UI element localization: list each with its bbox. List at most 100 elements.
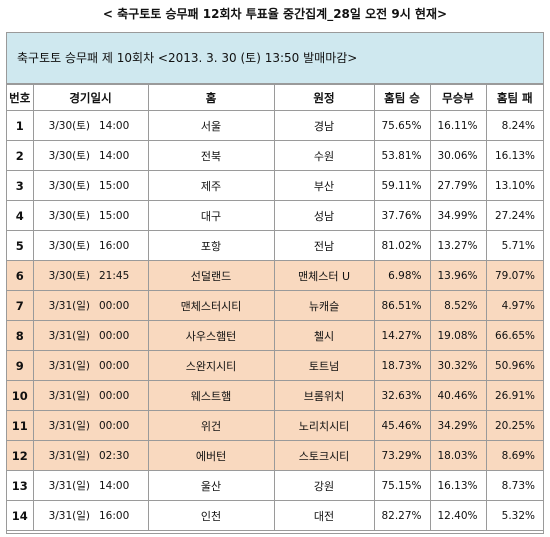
home-win-rate: 37.76% bbox=[373, 200, 431, 231]
home-team: 사우스햄턴 bbox=[147, 320, 275, 351]
home-win-rate: 32.63% bbox=[373, 380, 431, 411]
table-row: 8 3/31(일) 00:00 사우스햄턴 첼시 14.27% 19.08% 66.65% bbox=[7, 320, 544, 351]
table-row: 3 3/30(토) 15:00 제주 부산 59.11% 27.79% 13.10% bbox=[7, 170, 544, 201]
header-home-win: 홈팀 승 bbox=[373, 84, 431, 111]
round-subtitle: 축구토토 승무패 제 10회차 <2013. 3. 30 (토) 13:50 발… bbox=[7, 33, 543, 84]
page-title: < 축구토토 승무패 12회차 투표율 중간집계_28일 오전 9시 현재> bbox=[102, 7, 448, 21]
table-row: 2 3/30(토) 14:00 전북 수원 53.81% 30.06% 16.13% bbox=[7, 140, 544, 171]
match-time: 00:00 bbox=[93, 320, 149, 351]
match-date: 3/30(토) bbox=[32, 230, 93, 261]
home-loss-rate: 66.65% bbox=[485, 320, 544, 351]
match-date: 3/31(일) bbox=[32, 380, 93, 411]
home-loss-rate: 26.91% bbox=[485, 380, 544, 411]
home-loss-rate: 4.97% bbox=[485, 290, 544, 321]
home-win-rate: 73.29% bbox=[373, 440, 431, 471]
home-loss-rate: 50.96% bbox=[485, 350, 544, 381]
home-team: 대구 bbox=[147, 200, 275, 231]
home-team: 맨체스터시티 bbox=[147, 290, 275, 321]
table-row: 13 3/31(일) 14:00 울산 강원 75.15% 16.13% 8.73% bbox=[7, 470, 544, 501]
away-team: 대전 bbox=[273, 500, 375, 531]
home-team: 전북 bbox=[147, 140, 275, 171]
header-draw: 무승부 bbox=[429, 84, 487, 111]
row-number: 12 bbox=[7, 440, 34, 471]
match-time: 15:00 bbox=[93, 170, 149, 201]
match-time: 00:00 bbox=[93, 350, 149, 381]
match-date: 3/30(토) bbox=[32, 170, 93, 201]
away-team: 수원 bbox=[273, 140, 375, 171]
home-loss-rate: 20.25% bbox=[485, 410, 544, 441]
match-date: 3/31(일) bbox=[32, 320, 93, 351]
home-loss-rate: 8.73% bbox=[485, 470, 544, 501]
row-number: 6 bbox=[7, 260, 34, 291]
header-home: 홈 bbox=[147, 84, 275, 111]
table-row: 14 3/31(일) 16:00 인천 대전 82.27% 12.40% 5.32% bbox=[7, 500, 544, 531]
home-team: 스완지시티 bbox=[147, 350, 275, 381]
match-date: 3/31(일) bbox=[32, 440, 93, 471]
draw-rate: 19.08% bbox=[429, 320, 487, 351]
match-date: 3/30(토) bbox=[32, 260, 93, 291]
home-loss-rate: 5.71% bbox=[485, 230, 544, 261]
home-loss-rate: 8.69% bbox=[485, 440, 544, 471]
row-number: 10 bbox=[7, 380, 34, 411]
home-team: 울산 bbox=[147, 470, 275, 501]
home-loss-rate: 27.24% bbox=[485, 200, 544, 231]
match-time: 16:00 bbox=[93, 230, 149, 261]
away-team: 브롬위치 bbox=[273, 380, 375, 411]
table-row: 12 3/31(일) 02:30 에버턴 스토크시티 73.29% 18.03% 8.69% bbox=[7, 440, 544, 471]
table-row: 11 3/31(일) 00:00 위건 노리치시티 45.46% 34.29% 20.25% bbox=[7, 410, 544, 441]
draw-rate: 30.06% bbox=[429, 140, 487, 171]
home-team: 포항 bbox=[147, 230, 275, 261]
row-number: 8 bbox=[7, 320, 34, 351]
draw-rate: 16.13% bbox=[429, 470, 487, 501]
row-number: 4 bbox=[7, 200, 34, 231]
match-date: 3/31(일) bbox=[32, 350, 93, 381]
away-team: 스토크시티 bbox=[273, 440, 375, 471]
home-win-rate: 14.27% bbox=[373, 320, 431, 351]
draw-rate: 13.96% bbox=[429, 260, 487, 291]
match-time: 14:00 bbox=[93, 470, 149, 501]
home-loss-rate: 8.24% bbox=[485, 110, 544, 141]
home-win-rate: 81.02% bbox=[373, 230, 431, 261]
draw-rate: 34.99% bbox=[429, 200, 487, 231]
home-win-rate: 75.65% bbox=[373, 110, 431, 141]
home-win-rate: 53.81% bbox=[373, 140, 431, 171]
table-header-row: 번호 경기일시 홈 원정 홈팀 승 무승부 홈팀 패 bbox=[7, 84, 544, 111]
home-win-rate: 82.27% bbox=[373, 500, 431, 531]
home-win-rate: 6.98% bbox=[373, 260, 431, 291]
home-win-rate: 59.11% bbox=[373, 170, 431, 201]
home-win-rate: 45.46% bbox=[373, 410, 431, 441]
home-team: 위건 bbox=[147, 410, 275, 441]
vote-rate-table-frame: 축구토토 승무패 제 10회차 <2013. 3. 30 (토) 13:50 발… bbox=[6, 32, 544, 534]
row-number: 11 bbox=[7, 410, 34, 441]
match-time: 00:00 bbox=[93, 410, 149, 441]
draw-rate: 18.03% bbox=[429, 440, 487, 471]
away-team: 경남 bbox=[273, 110, 375, 141]
header-home-loss: 홈팀 패 bbox=[485, 84, 544, 111]
home-win-rate: 86.51% bbox=[373, 290, 431, 321]
draw-rate: 12.40% bbox=[429, 500, 487, 531]
vote-rate-table: 번호 경기일시 홈 원정 홈팀 승 무승부 홈팀 패 1 3/30(토) 14:00… bbox=[7, 84, 544, 531]
row-number: 2 bbox=[7, 140, 34, 171]
home-team: 웨스트햄 bbox=[147, 380, 275, 411]
home-loss-rate: 16.13% bbox=[485, 140, 544, 171]
row-number: 13 bbox=[7, 470, 34, 501]
home-loss-rate: 79.07% bbox=[485, 260, 544, 291]
draw-rate: 34.29% bbox=[429, 410, 487, 441]
match-time: 16:00 bbox=[93, 500, 149, 531]
header-no: 번호 bbox=[7, 84, 34, 111]
away-team: 강원 bbox=[273, 470, 375, 501]
match-time: 14:00 bbox=[93, 140, 149, 171]
match-time: 15:00 bbox=[93, 200, 149, 231]
table-row: 6 3/30(토) 21:45 선덜랜드 맨체스터 U 6.98% 13.96% 79.07% bbox=[7, 260, 544, 291]
row-number: 14 bbox=[7, 500, 34, 531]
row-number: 9 bbox=[7, 350, 34, 381]
draw-rate: 27.79% bbox=[429, 170, 487, 201]
home-team: 인천 bbox=[147, 500, 275, 531]
row-number: 3 bbox=[7, 170, 34, 201]
draw-rate: 40.46% bbox=[429, 380, 487, 411]
match-date: 3/30(토) bbox=[32, 200, 93, 231]
match-time: 00:00 bbox=[93, 380, 149, 411]
match-date: 3/31(일) bbox=[32, 290, 93, 321]
match-date: 3/30(토) bbox=[32, 110, 93, 141]
home-loss-rate: 13.10% bbox=[485, 170, 544, 201]
